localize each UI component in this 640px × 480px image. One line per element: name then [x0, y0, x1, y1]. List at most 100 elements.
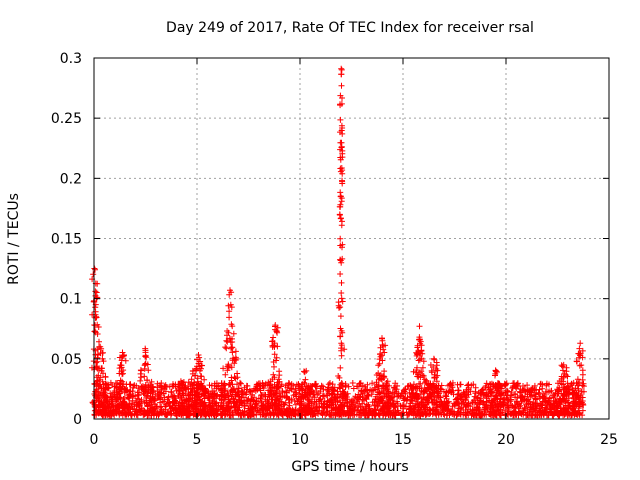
- data-point: [448, 408, 455, 415]
- data-point: [241, 394, 247, 401]
- data-point: [141, 365, 148, 372]
- data-point: [556, 384, 563, 391]
- data-point: [97, 343, 104, 350]
- data-point: [100, 370, 106, 377]
- data-point: [460, 399, 467, 406]
- data-point: [100, 390, 106, 396]
- data-point: [433, 394, 439, 401]
- data-point: [381, 368, 388, 375]
- data-point: [138, 367, 145, 374]
- data-point: [495, 384, 502, 391]
- data-point: [117, 410, 124, 417]
- data-point: [320, 408, 327, 415]
- data-point: [201, 393, 207, 400]
- data-point: [418, 368, 425, 375]
- data-point: [136, 407, 143, 414]
- data-point: [564, 373, 571, 380]
- data-point: [338, 342, 345, 349]
- data-point: [545, 412, 552, 419]
- data-point: [308, 408, 315, 415]
- data-point: [355, 412, 362, 418]
- data-point: [290, 392, 297, 399]
- data-point: [143, 395, 150, 401]
- data-point: [104, 398, 111, 405]
- data-point: [144, 412, 151, 419]
- data-point: [352, 402, 359, 409]
- data-point: [341, 403, 348, 410]
- data-point: [338, 290, 345, 296]
- data-point: [414, 344, 421, 351]
- data-point: [135, 396, 142, 403]
- data-point: [335, 299, 342, 306]
- data-point: [107, 390, 114, 397]
- data-point: [117, 385, 124, 392]
- data-point: [401, 395, 408, 402]
- data-point: [100, 399, 107, 406]
- data-point: [212, 400, 219, 407]
- data-point: [414, 373, 421, 380]
- data-point: [475, 400, 482, 407]
- data-point: [377, 372, 384, 379]
- data-point: [188, 389, 195, 395]
- data-point: [532, 396, 539, 403]
- data-point: [336, 304, 342, 311]
- data-point: [155, 390, 161, 397]
- data-point: [422, 410, 428, 417]
- data-point: [574, 392, 581, 399]
- data-point: [144, 403, 151, 410]
- data-point: [561, 385, 568, 392]
- data-point: [338, 122, 345, 129]
- data-point: [385, 396, 392, 403]
- data-point: [579, 371, 586, 378]
- data-point: [234, 370, 241, 377]
- data-point: [273, 389, 280, 395]
- data-point: [430, 364, 437, 370]
- data-point: [482, 384, 489, 391]
- data-point: [560, 386, 567, 393]
- data-point: [273, 396, 280, 403]
- data-point: [513, 381, 520, 388]
- data-point: [338, 71, 345, 78]
- y-tick-label: 0.3: [60, 51, 82, 67]
- data-point: [304, 393, 311, 400]
- data-point: [469, 410, 476, 417]
- y-tick-label: 0: [73, 412, 82, 428]
- data-point: [144, 377, 151, 384]
- data-point: [399, 410, 405, 417]
- data-point: [154, 380, 161, 387]
- data-point: [338, 279, 345, 286]
- data-point: [432, 367, 439, 374]
- y-tick-label: 0.25: [51, 111, 82, 127]
- data-point: [259, 405, 266, 412]
- data-point: [416, 336, 423, 343]
- data-point: [266, 393, 273, 400]
- data-point: [488, 399, 495, 406]
- data-point: [337, 156, 344, 163]
- data-point: [487, 411, 493, 418]
- data-point: [397, 402, 404, 409]
- data-point: [165, 394, 172, 401]
- data-point: [337, 333, 344, 340]
- data-point: [239, 390, 246, 397]
- data-point: [228, 345, 235, 352]
- data-point: [449, 384, 456, 391]
- data-point: [264, 398, 271, 405]
- data-point: [517, 402, 524, 409]
- data-point: [337, 313, 344, 320]
- data-point: [206, 382, 213, 389]
- data-point: [144, 385, 151, 391]
- data-point: [543, 399, 550, 406]
- data-point: [319, 411, 326, 418]
- data-point: [447, 380, 454, 387]
- data-point: [395, 390, 402, 397]
- data-point: [339, 244, 345, 251]
- data-point: [455, 408, 462, 415]
- data-point: [228, 364, 235, 371]
- data-point: [554, 408, 561, 415]
- data-point: [446, 412, 453, 418]
- data-point: [376, 400, 383, 407]
- data-point: [177, 408, 184, 415]
- data-point: [337, 215, 344, 222]
- data-point: [316, 403, 323, 410]
